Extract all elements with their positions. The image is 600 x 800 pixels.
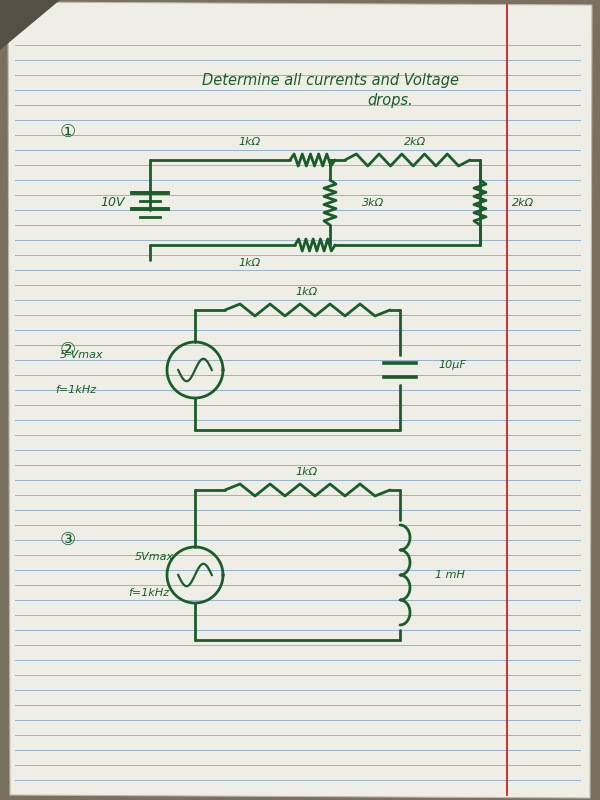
Text: ②: ② [60, 341, 76, 359]
Text: 2kΩ: 2kΩ [404, 137, 426, 147]
Polygon shape [8, 2, 592, 798]
Text: 5Vmax: 5Vmax [135, 552, 174, 562]
Text: 1kΩ: 1kΩ [239, 137, 261, 147]
Text: 3kΩ: 3kΩ [362, 198, 384, 208]
Text: 5 Vmax: 5 Vmax [60, 350, 103, 360]
Text: 10V: 10V [100, 197, 125, 210]
Text: 1 mH: 1 mH [435, 570, 465, 580]
Text: f=1kHz: f=1kHz [128, 588, 169, 598]
Text: Determine all currents and Voltage: Determine all currents and Voltage [202, 73, 458, 87]
Text: f=1kHz: f=1kHz [55, 385, 96, 395]
Text: 1kΩ: 1kΩ [239, 258, 261, 268]
Text: 1kΩ: 1kΩ [296, 467, 318, 477]
Text: 10μF: 10μF [438, 360, 466, 370]
Text: drops.: drops. [367, 93, 413, 107]
Text: ③: ③ [60, 531, 76, 549]
Polygon shape [0, 0, 60, 50]
Text: ①: ① [60, 123, 76, 141]
Text: 1kΩ: 1kΩ [296, 287, 318, 297]
Text: 2kΩ: 2kΩ [512, 198, 534, 208]
